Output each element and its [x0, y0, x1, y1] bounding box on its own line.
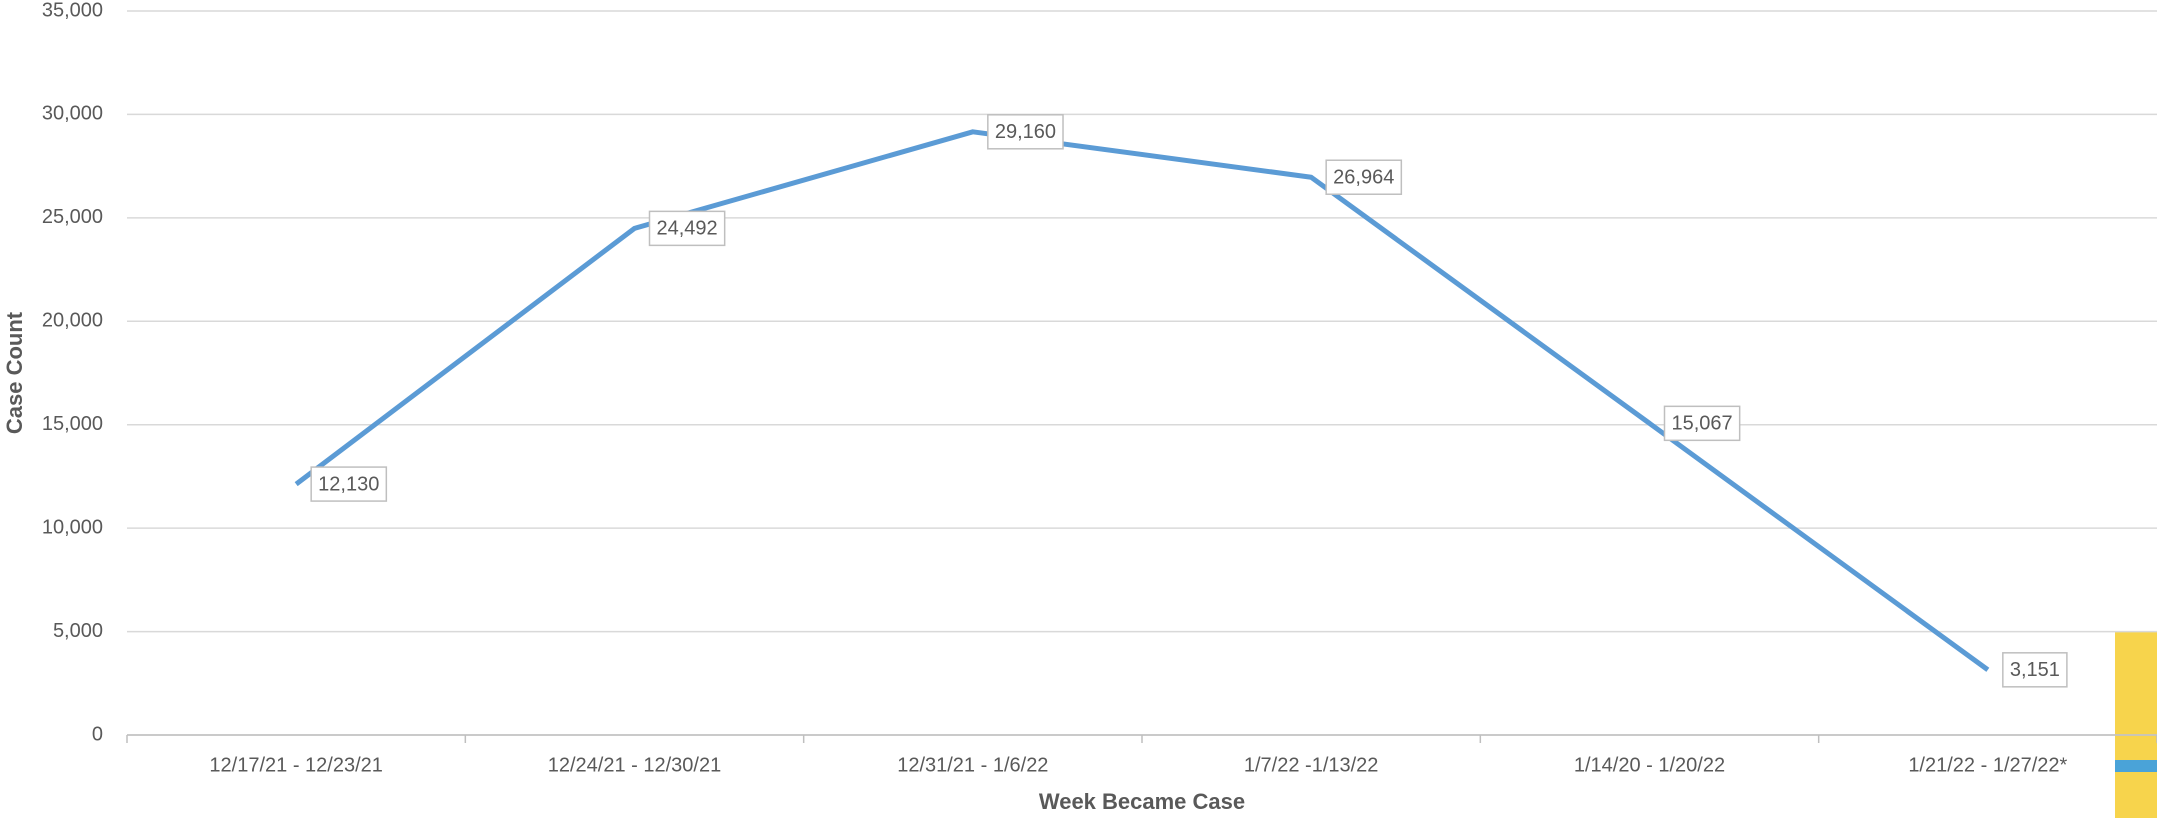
x-tick-label: 12/31/21 - 1/6/22	[897, 754, 1048, 776]
data-label: 24,492	[657, 218, 718, 240]
data-label: 3,151	[2010, 659, 2060, 681]
data-label-box	[987, 114, 1064, 150]
data-label: 12,130	[318, 473, 379, 495]
data-label-box	[648, 210, 726, 247]
x-tick-label: 1/14/20 - 1/20/22	[1574, 754, 1725, 776]
data-label-box	[1325, 159, 1403, 195]
data-label-box	[1663, 405, 1741, 442]
y-tick-label: 30,000	[42, 103, 103, 125]
y-tick-label: 35,000	[42, 0, 103, 21]
x-tick-label: 12/17/21 - 12/23/21	[209, 754, 382, 776]
y-tick-label: 10,000	[42, 516, 103, 538]
data-label: 26,964	[1333, 167, 1394, 189]
y-tick-label: 20,000	[42, 310, 103, 332]
data-label-box	[310, 466, 388, 502]
data-label-box	[2002, 652, 2068, 688]
corner-image	[2115, 632, 2157, 818]
x-tick-label: 1/7/22 -1/13/22	[1244, 754, 1379, 776]
y-tick-label: 0	[92, 723, 103, 745]
y-tick-label: 25,000	[42, 206, 103, 228]
y-axis-title: Case Count	[2, 311, 27, 434]
x-axis-title: Week Became Case	[1039, 789, 1245, 814]
y-tick-label: 15,000	[42, 413, 103, 435]
data-label: 29,160	[995, 121, 1056, 143]
data-label: 15,067	[1672, 413, 1733, 435]
line-series	[294, 129, 1990, 672]
corner-image-stripe	[2115, 760, 2157, 772]
y-tick-label: 5,000	[53, 620, 103, 642]
x-tick-label: 1/21/22 - 1/27/22*	[1908, 754, 2067, 776]
x-tick-label: 12/24/21 - 12/30/21	[548, 754, 721, 776]
